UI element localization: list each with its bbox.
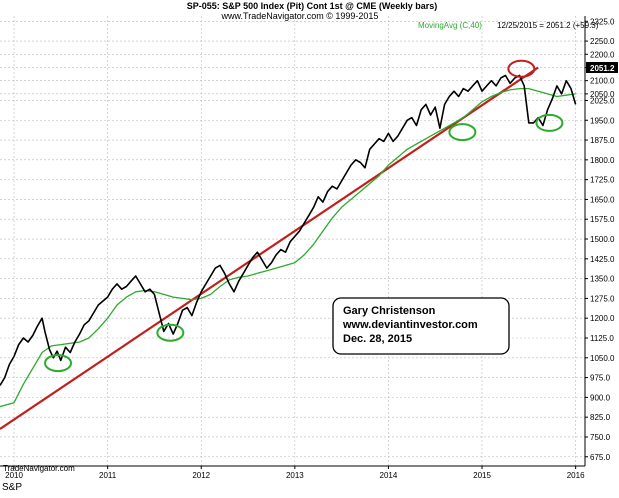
y-axis: 675.0 750.0 825.0 900.0 975.0 1050.0 1125.0 120… (585, 17, 615, 462)
y-tick-label: 750.0 (590, 433, 611, 442)
series-layer (0, 66, 577, 430)
y-tick-label: 2200.0 (590, 50, 615, 59)
circle-annotation-5 (507, 59, 536, 78)
x-axis: 2010 2011 2012 2013 2014 2015 2016 (5, 466, 585, 480)
last-bar-readout: 12/25/2015 = 2051.2 (+59.3) (497, 21, 599, 30)
last-price-tag-label: 2051.2 (590, 64, 615, 73)
y-tick-label: 900.0 (590, 393, 611, 402)
circle-annotation-2 (156, 323, 185, 342)
y-tick-label: 1500.0 (590, 235, 615, 244)
plot-area (0, 16, 585, 465)
trendline (0, 66, 539, 430)
x-tick-label: 2011 (99, 471, 117, 480)
x-tick-label: 2013 (286, 471, 304, 480)
y-tick-label: 2325.0 (590, 17, 615, 26)
circle-annotation-3 (448, 123, 477, 142)
y-tick-label: 1125.0 (590, 334, 614, 343)
circle-annotation-1 (44, 354, 73, 373)
y-tick-label: 1725.0 (590, 176, 615, 185)
author-website: www.deviantinvestor.com (342, 319, 478, 331)
x-tick-label: 2014 (380, 471, 398, 480)
circle-annotations (44, 59, 564, 373)
y-tick-label: 2025.0 (590, 96, 615, 105)
y-tick-label: 1800.0 (590, 156, 615, 165)
y-tick-label: 1425.0 (590, 255, 615, 264)
y-tick-label: 2250.0 (590, 37, 615, 46)
price-line (0, 74, 577, 386)
symbol-label: S&P (2, 482, 22, 493)
circle-annotation-4 (535, 113, 564, 132)
moving-average-line (0, 87, 576, 408)
last-price-tag (586, 62, 618, 73)
grid (0, 16, 585, 466)
chart-title: SP-055: S&P 500 Index (Pit) Cont 1st @ C… (187, 1, 438, 11)
y-tick-label: 675.0 (590, 453, 611, 462)
y-tick-label: 1200.0 (590, 314, 615, 323)
footer-credit: TradeNavigator.com (3, 464, 75, 473)
y-tick-label: 2050.0 (590, 90, 615, 99)
author-date: Dec. 28, 2015 (343, 333, 412, 345)
x-tick-label: 2015 (473, 471, 491, 480)
y-tick-label: 1275.0 (590, 294, 615, 303)
y-tick-label: 825.0 (590, 413, 611, 422)
author-name: Gary Christenson (343, 305, 436, 317)
y-tick-label: 975.0 (590, 374, 611, 383)
y-tick-label: 1575.0 (590, 215, 615, 224)
x-tick-label: 2016 (567, 471, 585, 480)
chart-copyright: www.TradeNavigator.com © 1999-2015 (221, 11, 379, 21)
y-tick-label: 1050.0 (590, 354, 615, 363)
x-tick-label: 2010 (5, 471, 23, 480)
y-tick-label: 1350.0 (590, 275, 615, 284)
y-tick-label: 1650.0 (590, 195, 615, 204)
y-tick-label: 2100.0 (590, 77, 615, 86)
x-tick-label: 2012 (192, 471, 210, 480)
y-tick-label: 1950.0 (590, 116, 615, 125)
moving-average-legend: MovingAvg (C,40) (418, 21, 482, 30)
author-note-box (332, 297, 510, 355)
y-tick-label: 1875.0 (590, 136, 615, 145)
